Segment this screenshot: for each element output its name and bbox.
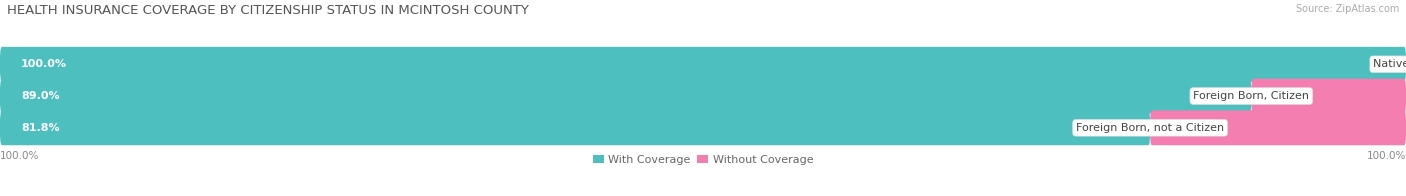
FancyBboxPatch shape xyxy=(0,79,1406,113)
Text: 100.0%: 100.0% xyxy=(21,59,67,69)
Text: Native Born: Native Born xyxy=(1374,59,1406,69)
Text: 100.0%: 100.0% xyxy=(1367,151,1406,161)
FancyBboxPatch shape xyxy=(1150,110,1406,145)
Text: Source: ZipAtlas.com: Source: ZipAtlas.com xyxy=(1295,4,1399,14)
FancyBboxPatch shape xyxy=(0,110,1150,145)
FancyBboxPatch shape xyxy=(0,47,1406,82)
FancyBboxPatch shape xyxy=(0,47,1406,82)
FancyBboxPatch shape xyxy=(1251,79,1406,113)
Text: Foreign Born, not a Citizen: Foreign Born, not a Citizen xyxy=(1076,123,1225,133)
Text: 100.0%: 100.0% xyxy=(0,151,39,161)
FancyBboxPatch shape xyxy=(0,110,1406,145)
Text: 81.8%: 81.8% xyxy=(21,123,59,133)
Text: Foreign Born, Citizen: Foreign Born, Citizen xyxy=(1194,91,1309,101)
Legend: With Coverage, Without Coverage: With Coverage, Without Coverage xyxy=(588,150,818,169)
FancyBboxPatch shape xyxy=(0,79,1251,113)
Text: HEALTH INSURANCE COVERAGE BY CITIZENSHIP STATUS IN MCINTOSH COUNTY: HEALTH INSURANCE COVERAGE BY CITIZENSHIP… xyxy=(7,4,529,17)
Text: 89.0%: 89.0% xyxy=(21,91,59,101)
